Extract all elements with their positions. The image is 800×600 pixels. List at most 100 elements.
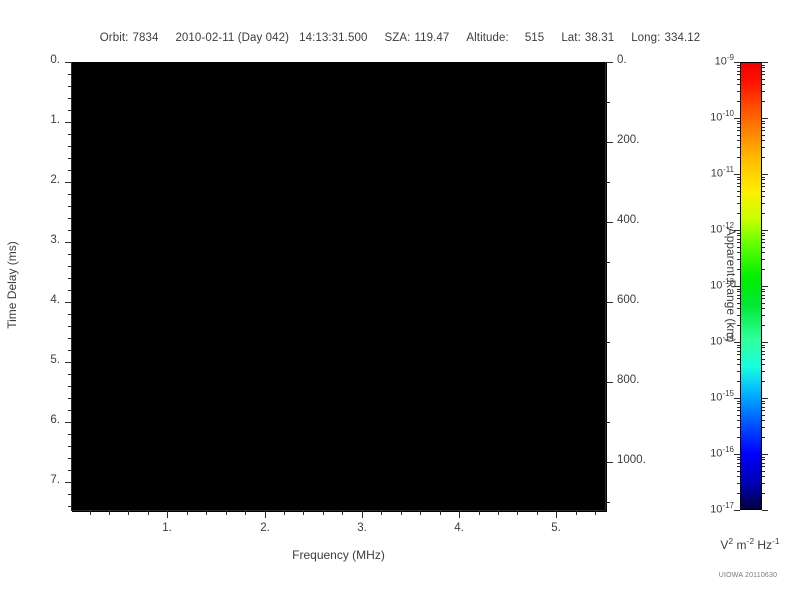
- axis-tick: [68, 170, 72, 171]
- axis-tick: [762, 303, 765, 304]
- axis-tick: [167, 511, 168, 518]
- axis-tick: [762, 121, 765, 122]
- axis-tick: [734, 62, 740, 63]
- observation-date: 2010-02-11 (Day 042): [175, 32, 290, 44]
- axis-tick: [737, 483, 740, 484]
- axis-tick: [68, 374, 72, 375]
- axis-tick: [459, 511, 460, 518]
- axis-tick: [737, 295, 740, 296]
- axis-tick: [762, 186, 765, 187]
- axis-tick: [737, 354, 740, 355]
- axis-tick: [109, 511, 110, 515]
- axis-tick: [737, 407, 740, 408]
- axis-tick: [68, 206, 72, 207]
- axis-tick-label: 7.: [50, 474, 60, 486]
- axis-tick: [762, 345, 765, 346]
- axis-tick: [148, 511, 149, 515]
- axis-tick: [762, 74, 765, 75]
- axis-tick: [762, 415, 765, 416]
- axis-tick: [762, 298, 765, 299]
- axis-tick: [734, 286, 740, 287]
- axis-tick: [606, 182, 610, 183]
- axis-tick: [737, 345, 740, 346]
- axis-tick: [762, 471, 765, 472]
- axis-tick: [737, 303, 740, 304]
- axis-tick: [737, 463, 740, 464]
- axis-tick: [65, 122, 72, 123]
- colorbar-unit-label: V2 m-2 Hz-1: [700, 536, 800, 552]
- axis-tick: [68, 506, 72, 507]
- axis-tick: [737, 130, 740, 131]
- colorbar-mantissa: 10: [710, 167, 724, 180]
- axis-tick: [762, 213, 765, 214]
- latitude-value: 38.31: [584, 32, 615, 44]
- axis-tick: [737, 325, 740, 326]
- axis-tick: [65, 422, 72, 423]
- axis-tick: [737, 84, 740, 85]
- axis-tick: [762, 235, 765, 236]
- axis-tick: [734, 342, 740, 343]
- axis-tick: [737, 359, 740, 360]
- header-info-bar: Orbit: 7834 2010-02-11 (Day 042) 14:13:3…: [0, 30, 800, 46]
- axis-tick: [737, 466, 740, 467]
- axis-tick: [737, 291, 740, 292]
- axis-tick: [65, 482, 72, 483]
- axis-tick: [734, 174, 740, 175]
- colorbar: [740, 62, 762, 510]
- axis-tick: [245, 511, 246, 515]
- axis-tick: [68, 434, 72, 435]
- axis-tick: [762, 437, 765, 438]
- latitude-group: Lat: 38.31: [561, 32, 614, 44]
- axis-tick: [762, 177, 765, 178]
- sza-group: SZA: 119.47: [384, 32, 449, 44]
- axis-tick: [606, 142, 613, 143]
- colorbar-mantissa: 10: [710, 223, 723, 236]
- longitude-value: 334.12: [664, 32, 701, 44]
- colorbar-exponent: -17: [722, 501, 734, 510]
- axis-tick: [762, 476, 765, 477]
- axis-tick: [737, 91, 740, 92]
- axis-tick: [762, 398, 768, 399]
- colorbar-tick-label: 10-14: [684, 333, 734, 348]
- axis-tick: [595, 511, 596, 515]
- axis-tick: [762, 359, 765, 360]
- axis-tick: [762, 325, 765, 326]
- axis-tick: [762, 493, 765, 494]
- axis-tick: [65, 182, 72, 183]
- axis-tick: [68, 494, 72, 495]
- axis-tick: [68, 446, 72, 447]
- radargram-plot-area: [72, 62, 607, 512]
- colorbar-tick-label: 10-9: [684, 53, 734, 68]
- axis-tick: [68, 266, 72, 267]
- axis-tick: [68, 194, 72, 195]
- axis-tick: [737, 74, 740, 75]
- axis-tick: [68, 230, 72, 231]
- axis-tick: [762, 457, 765, 458]
- axis-tick: [737, 347, 740, 348]
- axis-tick: [737, 213, 740, 214]
- axis-tick: [68, 134, 72, 135]
- axis-tick: [762, 381, 765, 382]
- axis-tick: [68, 74, 72, 75]
- axis-tick: [762, 247, 765, 248]
- axis-tick-label: 3.: [357, 522, 367, 534]
- axis-tick: [187, 511, 188, 515]
- axis-tick: [737, 242, 740, 243]
- altitude-label: Altitude:: [466, 32, 509, 44]
- axis-tick: [737, 186, 740, 187]
- unit-meters: m: [733, 538, 747, 552]
- axis-tick: [762, 183, 765, 184]
- axis-tick: [734, 398, 740, 399]
- axis-tick: [762, 101, 765, 102]
- axis-tick-label: 1.: [162, 522, 172, 534]
- axis-tick: [90, 511, 91, 515]
- axis-tick: [762, 135, 765, 136]
- axis-tick: [762, 203, 765, 204]
- axis-tick: [737, 415, 740, 416]
- colorbar-tick-label: 10-11: [684, 165, 734, 180]
- axis-tick: [762, 230, 768, 231]
- axis-tick: [762, 289, 765, 290]
- axis-tick: [606, 462, 613, 463]
- colorbar-tick-label: 10-13: [684, 277, 734, 292]
- axis-tick: [537, 511, 538, 515]
